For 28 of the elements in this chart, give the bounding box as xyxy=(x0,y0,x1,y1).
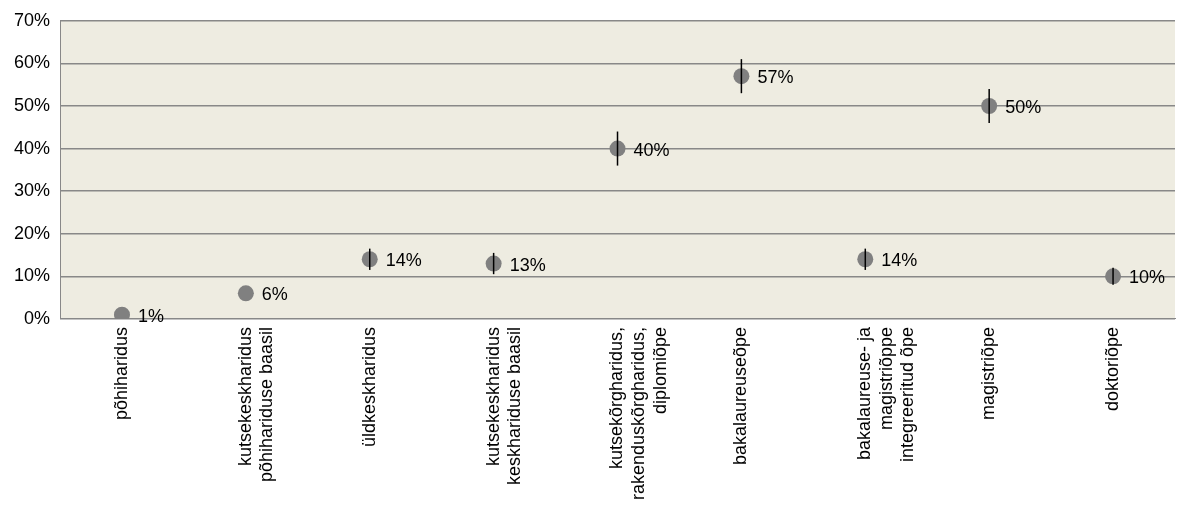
y-tick-label: 40% xyxy=(14,137,51,158)
data-label: 40% xyxy=(633,139,670,160)
point xyxy=(857,251,874,268)
data-label: 14% xyxy=(881,250,918,271)
point xyxy=(733,68,750,85)
point xyxy=(237,285,254,302)
y-tick-label: 30% xyxy=(14,180,51,201)
x-tick-label: doktoriõpe xyxy=(1102,326,1123,411)
y-tick-label: 10% xyxy=(14,265,51,286)
data-label: 13% xyxy=(509,254,546,275)
data-label: 14% xyxy=(385,250,422,271)
y-tick-label: 0% xyxy=(24,307,51,328)
y-tick-label: 20% xyxy=(14,222,51,243)
x-tick-label: üldkeskharidus xyxy=(358,326,379,447)
x-tick-label: magistriõpe xyxy=(978,326,999,420)
point xyxy=(361,251,378,268)
data-label: 57% xyxy=(757,67,794,88)
data-label: 1% xyxy=(137,305,164,326)
y-tick-label: 50% xyxy=(14,94,51,115)
point xyxy=(609,140,626,157)
data-label: 10% xyxy=(1129,267,1166,288)
x-tick-label: põhiharidus xyxy=(110,326,131,420)
y-tick-label: 70% xyxy=(14,9,51,30)
data-label: 50% xyxy=(1005,96,1042,117)
x-tick-label: bakalaureuseõpe xyxy=(730,326,751,466)
y-tick-label: 60% xyxy=(14,52,51,73)
x-tick-label: kutsekõrgharidus, rakenduskõrgharidus, diplomiõpe xyxy=(606,326,670,501)
data-label: 6% xyxy=(261,284,288,305)
